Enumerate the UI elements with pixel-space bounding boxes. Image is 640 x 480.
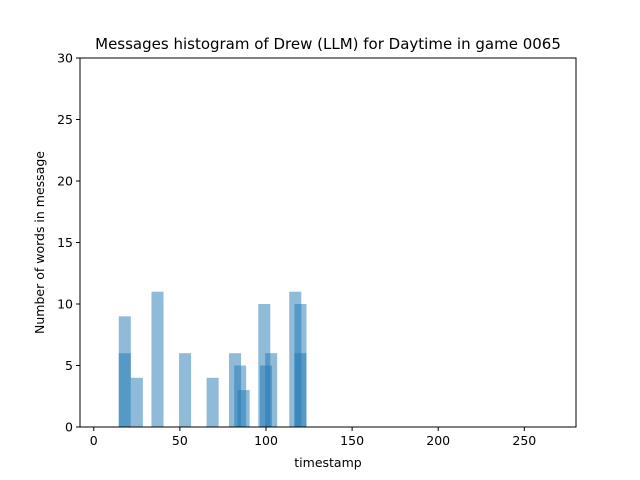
x-tick-label: 0 [90,433,98,448]
bar-1 [118,353,131,427]
bar-3 [151,291,164,427]
x-tick-label: 150 [340,433,364,448]
x-tick-label: 50 [172,433,188,448]
y-tick-label: 10 [57,297,73,312]
y-tick-label: 0 [65,420,73,435]
bar-14 [294,353,307,427]
y-tick-label: 25 [57,112,73,127]
x-tick-label: 250 [512,433,536,448]
x-tick-label: 100 [254,433,278,448]
chart-title: Messages histogram of Drew (LLM) for Day… [95,35,561,53]
y-tick-label: 20 [57,174,73,189]
x-tick-label: 200 [426,433,450,448]
y-axis-label: Number of words in message [32,151,47,334]
y-tick-label: 15 [57,235,73,250]
bar-5 [206,377,219,427]
bar-4 [179,353,192,427]
y-tick-label: 5 [65,358,73,373]
bar-8 [237,390,250,427]
bar-2 [130,377,143,427]
bars-group [118,291,307,427]
x-axis: 0 50 100 150 200 250 [90,427,536,448]
y-axis: 0 5 10 15 20 25 30 [57,51,80,435]
x-axis-label: timestamp [294,455,361,470]
bar-11 [265,353,278,427]
y-tick-label: 30 [57,51,73,66]
